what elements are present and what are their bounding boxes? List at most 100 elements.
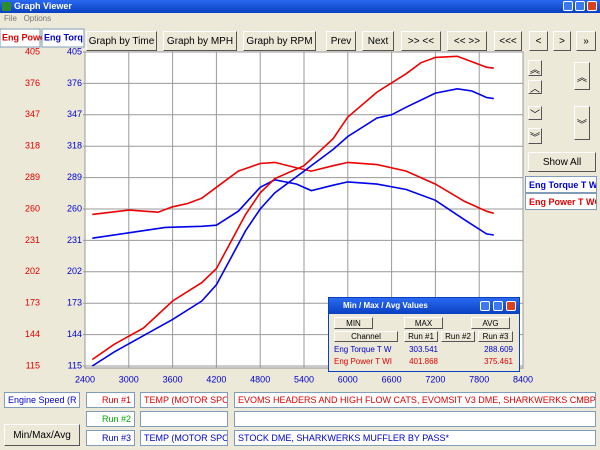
run-label: Run #3: [86, 430, 135, 446]
y-tick-label: 376: [25, 78, 40, 88]
toolbar-button[interactable]: >: [553, 31, 571, 51]
dialog-tab[interactable]: AVG: [471, 317, 510, 329]
toolbar-button[interactable]: >> <<: [401, 31, 441, 51]
x-tick-label: 3600: [163, 374, 183, 384]
menu-file[interactable]: File: [4, 14, 17, 23]
y2-tick-label: 202: [67, 266, 82, 276]
x-tick-label: 6600: [382, 374, 402, 384]
y2-axis-title: Eng Torq: [44, 32, 83, 42]
show-all-button[interactable]: Show All: [528, 152, 596, 172]
dialog-cell: Eng Torque T W: [334, 345, 398, 356]
toolbar-button[interactable]: <<<: [494, 31, 522, 51]
toolbar-button[interactable]: << >>: [447, 31, 487, 51]
minimize-button[interactable]: [563, 1, 573, 11]
toolbar-button-label: »: [583, 35, 589, 47]
x-channel-field[interactable]: Engine Speed (R: [4, 392, 80, 408]
scroll-up[interactable]: ︿: [528, 80, 542, 94]
run-label-label: Run #1: [101, 395, 131, 405]
y-tick-label: 347: [25, 109, 40, 119]
dialog-cell: 303.541: [404, 345, 438, 356]
y2-tick-label: 173: [67, 298, 82, 308]
run-label-label: Run #3: [101, 433, 131, 443]
min-max-avg-label: Min/Max/Avg: [13, 429, 71, 441]
dialog-cell: Eng Power T WI: [334, 357, 398, 368]
toolbar-button-label: Prev: [330, 35, 352, 47]
toolbar-button[interactable]: Graph by RPM: [243, 31, 316, 51]
x-tick-label: 4200: [206, 374, 226, 384]
dialog-cell: 401.868: [404, 357, 438, 368]
dialog-header: Run #3: [478, 331, 513, 342]
y-axis-title: Eng Powe: [2, 32, 45, 42]
dialog-cell-label: 401.868: [409, 357, 438, 366]
dialog-header-label: Channel: [351, 332, 381, 341]
window-title: Graph Viewer: [14, 1, 72, 11]
x-tick-label: 2400: [75, 374, 95, 384]
x-tick-label: 7800: [469, 374, 489, 384]
toolbar-button-label: Next: [367, 35, 389, 47]
dialog-header: Run #1: [404, 331, 438, 342]
run-notes[interactable]: STOCK DME, SHARKWERKS MUFFLER BY PASS*: [234, 430, 596, 446]
toolbar-button-label: >> <<: [407, 35, 435, 47]
toolbar-button[interactable]: Graph by MPH: [163, 31, 237, 51]
toolbar-button-label: <: [535, 35, 542, 47]
dialog-tab-label: MAX: [414, 318, 433, 328]
zoom-out[interactable]: ︾: [574, 106, 590, 140]
y2-tick-label: 405: [67, 46, 82, 56]
min-max-avg-button[interactable]: Min/Max/Avg: [4, 424, 80, 446]
dialog-tab-label: MIN: [346, 318, 361, 328]
y-tick-label: 115: [26, 360, 40, 370]
dialog-cell-label: 375.461: [484, 357, 513, 366]
series-line: [91, 87, 494, 367]
toolbar-button[interactable]: Prev: [326, 31, 356, 51]
dialog-cell-label: Eng Torque T W: [334, 345, 392, 354]
dialog-tab[interactable]: MAX: [404, 317, 443, 329]
toolbar-button[interactable]: Graph by Time: [86, 31, 157, 51]
zoom-in[interactable]: ︽: [574, 62, 590, 90]
x-tick-label: 7200: [425, 374, 445, 384]
dialog-minimize[interactable]: [480, 301, 490, 311]
x-tick-label: 5400: [294, 374, 314, 384]
toolbar-button-label: >: [559, 35, 565, 47]
run-channel[interactable]: [140, 411, 228, 427]
legend-entry[interactable]: Eng Torque T W: [525, 176, 597, 193]
x-tick-label: 3000: [119, 374, 139, 384]
y2-tick-label: 289: [67, 172, 82, 182]
y-tick-label: 144: [25, 329, 40, 339]
y-tick-label: 231: [25, 235, 40, 245]
run-notes[interactable]: [234, 411, 596, 427]
y-tick-label: 289: [25, 172, 40, 182]
toolbar-button-label: Graph by RPM: [246, 35, 313, 47]
dialog-close[interactable]: [506, 301, 516, 311]
dialog-maximize[interactable]: [493, 301, 503, 311]
legend-entry[interactable]: Eng Power T WC: [525, 193, 597, 210]
y-tick-label: 173: [25, 298, 40, 308]
dialog-tab[interactable]: MIN: [334, 317, 373, 329]
scroll-down[interactable]: ﹀: [528, 106, 542, 120]
y-tick-label: 202: [25, 266, 40, 276]
dialog-header-label: Run #2: [445, 332, 471, 341]
scroll-up-fast[interactable]: ︽: [528, 60, 542, 76]
run-channel-label: TEMP (MOTOR SPOI: [144, 433, 228, 443]
x-tick-label: 4800: [250, 374, 270, 384]
title-bar: Graph Viewer: [0, 0, 600, 13]
maximize-button[interactable]: [575, 1, 585, 11]
scroll-down-fast[interactable]: ︾: [528, 128, 542, 144]
menu-options[interactable]: Options: [23, 14, 52, 23]
toolbar-button-label: Graph by MPH: [166, 35, 234, 47]
y2-tick-label: 144: [67, 329, 82, 339]
close-button[interactable]: [587, 1, 597, 11]
toolbar-button[interactable]: <: [529, 31, 548, 51]
dialog-cell-label: 288.609: [484, 345, 513, 354]
y2-tick-label: 115: [68, 360, 82, 370]
y2-axis-title-box: [41, 28, 85, 48]
dialog-title: Min / Max / Avg Values: [343, 301, 428, 310]
run-notes-label: EVOMS HEADERS AND HIGH FLOW CATS, EVOMSI…: [238, 395, 596, 405]
run-notes[interactable]: EVOMS HEADERS AND HIGH FLOW CATS, EVOMSI…: [234, 392, 596, 408]
run-notes-label: STOCK DME, SHARKWERKS MUFFLER BY PASS*: [238, 433, 450, 443]
y2-tick-label: 231: [67, 235, 82, 245]
run-channel[interactable]: TEMP (MOTOR SPOI: [140, 430, 228, 446]
toolbar-button[interactable]: Next: [362, 31, 394, 51]
toolbar-button[interactable]: »: [576, 31, 596, 51]
dialog-cell-label: 303.541: [409, 345, 438, 354]
run-channel[interactable]: TEMP (MOTOR SPOI: [140, 392, 228, 408]
